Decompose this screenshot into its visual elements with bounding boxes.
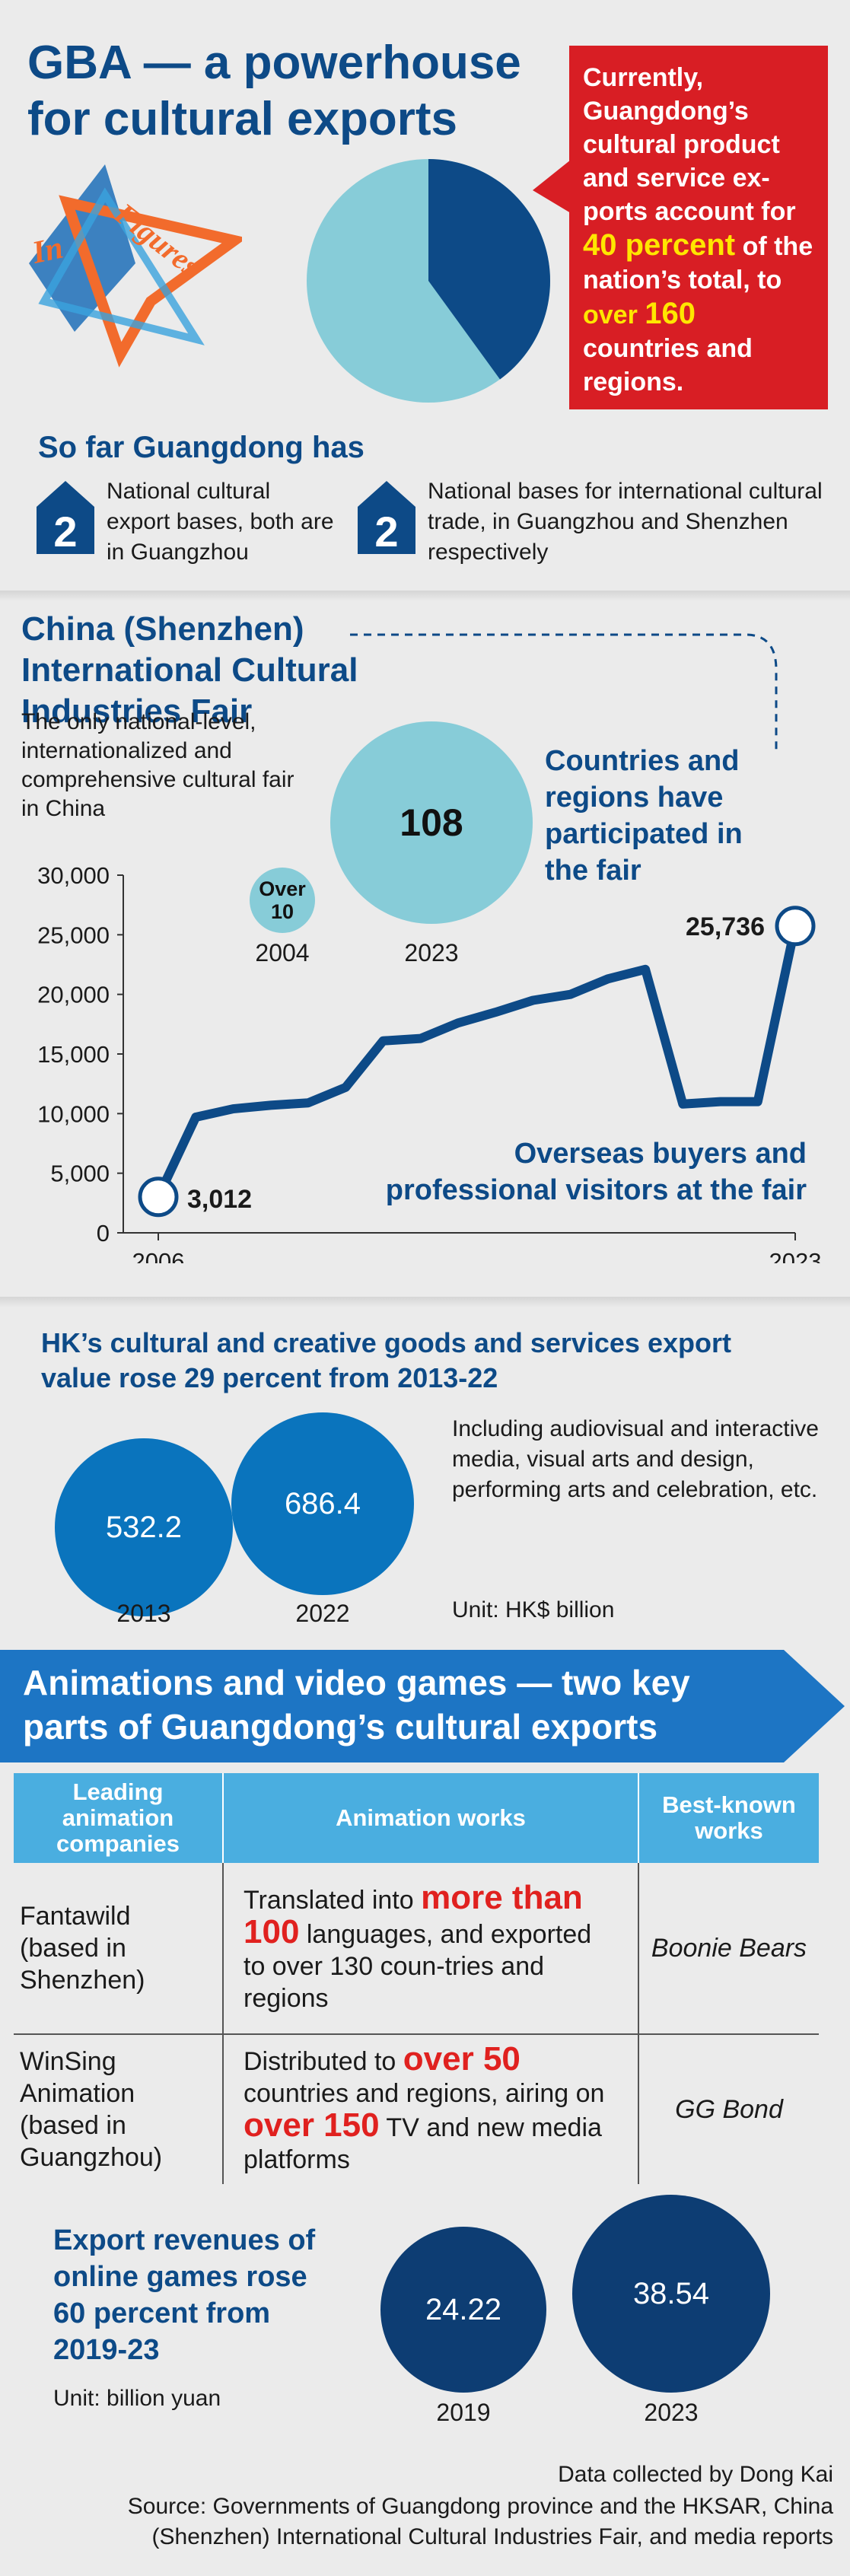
company-fantawild: Fantawild (based in Shenzhen): [14, 1863, 223, 2035]
data-collected-credit: Data collected by Dong Kai: [558, 2462, 833, 2487]
works-fantawild: Translated into more than 100 languages,…: [222, 1863, 639, 2035]
hk-2022-circle: 686.4: [231, 1412, 414, 1595]
x-tick-label: 2006: [132, 1248, 185, 1263]
callout-highlight-160: 160: [645, 297, 696, 330]
hk-note: Including audiovisual and interactive me…: [452, 1416, 819, 1502]
works-highlight: more than 100: [244, 1879, 583, 1950]
hk-heading: HK’s cultural and creative goods and ser…: [41, 1327, 731, 1393]
logo-orange-stroke: [59, 195, 242, 368]
animations-banner: [0, 1650, 845, 1762]
best-known-fantawild: Boonie Bears: [638, 1863, 819, 2035]
y-tick-label: 15,000: [37, 1041, 110, 1068]
games-unit: Unit: billion yuan: [53, 2386, 221, 2411]
best-known-winsing: GG Bond: [675, 2095, 783, 2124]
works-highlight: over 150: [244, 2106, 380, 2144]
bases-heading: So far Guangdong has: [38, 431, 365, 464]
y-tick-label: 5,000: [50, 1161, 110, 1187]
in-figures-logo: In Figures: [29, 164, 242, 368]
works-highlight: over 50: [403, 2040, 521, 2078]
works-text: Translated into: [244, 1886, 414, 1915]
games-2023-circle: 38.54: [572, 2195, 770, 2393]
number-badge-icon: 2: [37, 481, 94, 554]
bases-item-text-2: National bases for international cultura…: [428, 479, 823, 565]
pie-share-slice: [428, 159, 550, 380]
table-row: Fantawild (based in Shenzhen) Translated…: [14, 1863, 819, 2035]
table-header-companies: Leading animation companies: [14, 1773, 223, 1863]
y-tick-label: 25,000: [37, 922, 110, 948]
visitors-line-chart: 30,000 25,000 20,000 15,000 10,000 5,000 0 2006…: [37, 862, 822, 1263]
works-text: Distributed to: [244, 2047, 396, 2076]
works-text: TV and new media platforms: [244, 2113, 602, 2174]
hk-2013-circle: 532.2: [55, 1438, 233, 1616]
export-callout: Currently, Guangdong’s cultural product …: [533, 46, 828, 409]
countries-2004-circle: Over 10: [250, 868, 315, 933]
hk-2013-year: 2013: [116, 1600, 171, 1627]
fair-subtitle: The only national-level, internationaliz…: [21, 709, 294, 821]
callout-text-c: countries and regions.: [583, 334, 753, 396]
table-header-row: Leading animation companies Animation wo…: [14, 1773, 819, 1863]
countries-2023-circle: 108: [330, 721, 533, 924]
number-badge-icon: 2: [358, 481, 415, 554]
countries-2023-year: 2023: [404, 939, 459, 966]
export-share-pie: [307, 159, 550, 403]
fair-heading: China (Shenzhen) International Cultural …: [21, 610, 358, 730]
data-label-last: 25,736: [686, 912, 765, 941]
games-2023-year: 2023: [644, 2399, 699, 2426]
page-title: GBA — a powerhouse for cultural exports: [27, 37, 521, 145]
works-text: languages, and exported to over 130 coun…: [244, 1920, 592, 2013]
callout-pointer: [533, 160, 571, 213]
company-winsing: WinSing Animation (based in Guangzhou): [20, 2047, 163, 2172]
games-2019-year: 2019: [436, 2399, 491, 2426]
hk-unit: Unit: HK$ billion: [452, 1597, 615, 1622]
badge-number-1: 2: [53, 508, 77, 554]
data-point-marker: [138, 1177, 179, 1218]
hk-2022-year: 2022: [295, 1600, 350, 1627]
data-label-first: 3,012: [187, 1185, 252, 1214]
callout-text-a: Currently, Guangdong’s cultural product …: [583, 63, 796, 226]
data-point-marker: [775, 906, 816, 947]
section-divider: [0, 591, 850, 601]
y-tick-label: 0: [97, 1220, 110, 1247]
logo-blue-stroke: [38, 187, 205, 345]
y-tick-label: 10,000: [37, 1100, 110, 1127]
countries-2004-year: 2004: [255, 939, 310, 966]
animations-banner-text: Animations and video games — two key par…: [23, 1663, 690, 1747]
source-note: Source: Governments of Guangdong provinc…: [127, 2494, 833, 2549]
badge-number-2: 2: [374, 508, 398, 554]
table-header-best-known: Best-known works: [638, 1773, 819, 1863]
callout-highlight-40-percent: 40 percent: [583, 228, 736, 262]
games-2019-circle: 24.22: [380, 2227, 546, 2393]
callout-text-b: of the nation’s total, to: [583, 232, 813, 295]
chart-series-label: Overseas buyers and professional visitor…: [385, 1138, 807, 1206]
bases-item-text-1: National cultural export bases, both are…: [107, 479, 334, 565]
table-row: WinSing Animation (based in Guangzhou) D…: [14, 2034, 819, 2184]
callout-highlight-over: over: [583, 301, 638, 330]
works-winsing: Distributed to over 50 countries and reg…: [222, 2034, 639, 2184]
animation-table: Leading animation companies Animation wo…: [14, 1773, 819, 2184]
x-tick-label: 2023: [769, 1248, 822, 1263]
y-tick-label: 20,000: [37, 982, 110, 1008]
logo-word-in: In: [29, 231, 66, 271]
visitors-series-line: [154, 921, 800, 1202]
section-divider: [0, 1297, 850, 1307]
y-tick-label: 30,000: [37, 862, 110, 889]
table-header-works: Animation works: [222, 1773, 639, 1863]
works-text: countries and regions, airing on: [244, 2079, 605, 2108]
games-heading: Export revenues of online games rose 60 …: [53, 2224, 316, 2366]
countries-label: Countries and regions have participated …: [545, 745, 743, 887]
